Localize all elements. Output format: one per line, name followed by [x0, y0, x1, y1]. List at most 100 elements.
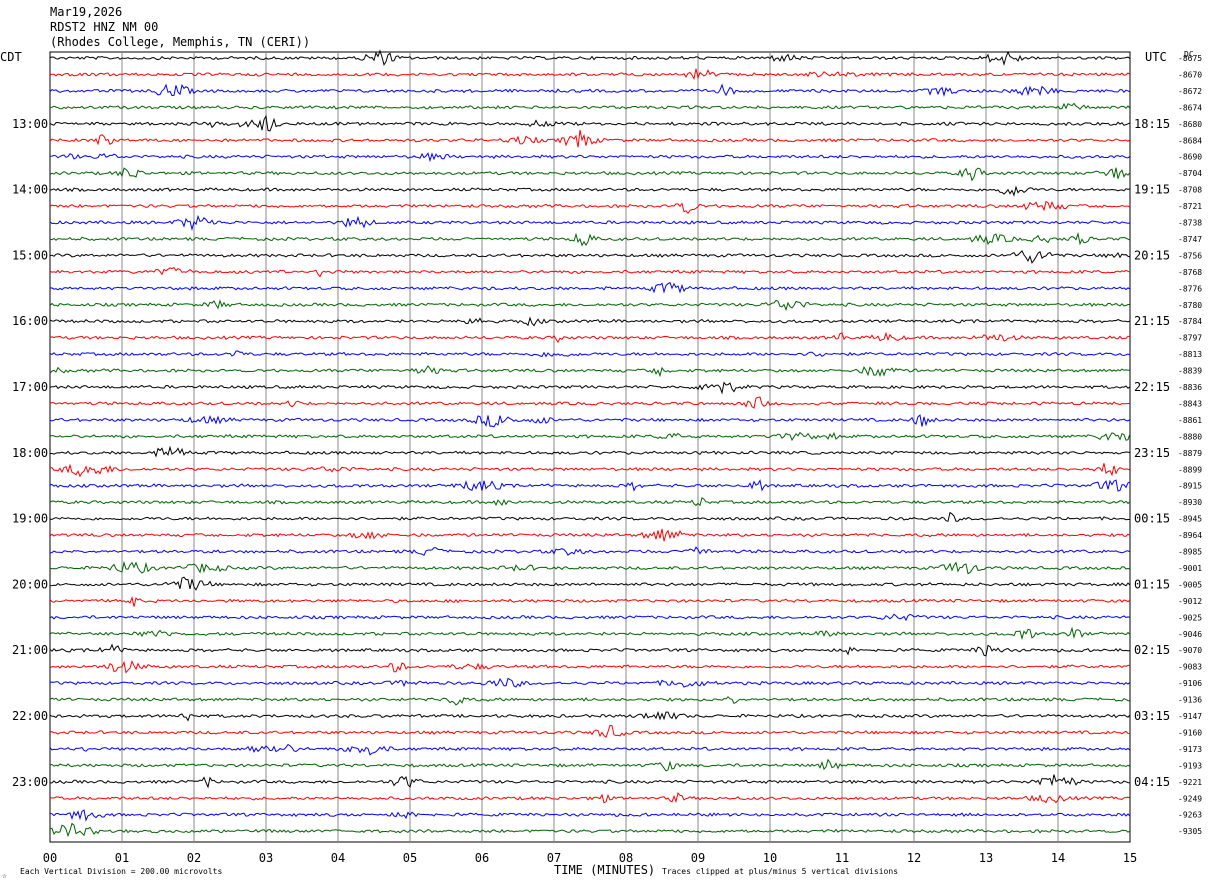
dc-offset-label: -8843 [1178, 399, 1202, 408]
local-hour-label: 21:00 [12, 643, 48, 657]
trace-line [49, 696, 1131, 706]
scale-note: Each Vertical Division = 200.00 microvol… [20, 867, 222, 876]
utc-hour-label: 20:15 [1134, 248, 1170, 262]
trace-line [50, 445, 1131, 458]
local-hour-label: 17:00 [12, 380, 48, 394]
dc-offset-label: -9193 [1178, 761, 1202, 770]
trace-line [49, 185, 1131, 197]
dc-offset-label: -8945 [1178, 515, 1202, 524]
trace-line [49, 791, 1131, 804]
dc-offset-label: -9305 [1178, 827, 1202, 836]
trace-line [49, 479, 1131, 492]
trace-line [49, 316, 1131, 327]
dc-offset-label: -8704 [1178, 169, 1202, 178]
dc-offset-label: -9070 [1178, 646, 1202, 655]
trace-line [49, 511, 1130, 522]
trace-line [49, 496, 1131, 507]
utc-hour-label: 23:15 [1134, 446, 1170, 460]
dc-offset-label: -9001 [1178, 564, 1202, 573]
x-tick-label: 07 [547, 851, 561, 865]
trace-line [49, 822, 1131, 838]
trace-line [49, 281, 1131, 294]
x-tick-label: 10 [763, 851, 777, 865]
trace-line [49, 114, 1131, 132]
utc-hour-label: 19:15 [1134, 183, 1170, 197]
utc-hour-label: 03:15 [1134, 709, 1170, 723]
x-tick-label: 09 [691, 851, 705, 865]
x-tick-label: 11 [835, 851, 849, 865]
x-tick-label: 05 [403, 851, 417, 865]
local-hour-label: 20:00 [12, 577, 48, 591]
dc-offset-label: -9083 [1178, 663, 1202, 672]
trace-line [49, 49, 1131, 67]
trace-line [49, 250, 1131, 264]
dc-offset-label: -8768 [1178, 268, 1202, 277]
x-tick-label: 12 [907, 851, 921, 865]
dc-offset-label: -9106 [1178, 679, 1202, 688]
trace-line [49, 724, 1131, 739]
local-hour-label: 16:00 [12, 314, 48, 328]
header-date: Mar19,2026 [50, 5, 122, 19]
dc-offset-label: -9173 [1178, 745, 1202, 754]
trace-line [49, 528, 1131, 542]
dc-offset-label: -8861 [1178, 416, 1202, 425]
dc-offset-label: -9025 [1178, 613, 1202, 622]
dc-offset-label: -8985 [1178, 548, 1202, 557]
local-hour-label: 19:00 [12, 512, 48, 526]
trace-line [49, 546, 1131, 557]
trace-line [49, 809, 1131, 822]
dc-offset-label: -8880 [1178, 432, 1202, 441]
time-gridlines [121, 52, 1059, 842]
dc-offset-label: -8672 [1178, 87, 1202, 96]
dc-offset-label: -8721 [1178, 202, 1202, 211]
x-tick-label: 04 [331, 851, 345, 865]
utc-hour-label: 22:15 [1134, 380, 1170, 394]
dc-offset-label: -8813 [1178, 350, 1202, 359]
trace-line [49, 677, 1131, 688]
trace-line [50, 774, 1131, 789]
x-tick-label: 13 [979, 851, 993, 865]
dc-offset-label: -9005 [1178, 580, 1202, 589]
dc-offset-label: -8690 [1178, 153, 1202, 162]
trace-line [49, 595, 1131, 607]
trace-line [49, 626, 1131, 641]
x-axis-title: TIME (MINUTES) [554, 863, 655, 877]
dc-offset-label: -8780 [1178, 301, 1202, 310]
trace-line [49, 350, 1131, 358]
trace-line [49, 643, 1131, 657]
trace-line [49, 167, 1131, 182]
dc-label: DC [1184, 50, 1194, 59]
trace-line [49, 576, 1131, 591]
dc-offset-label: -8899 [1178, 465, 1202, 474]
trace-line [49, 152, 1131, 163]
trace-line [49, 266, 1131, 278]
trace-line [49, 414, 1131, 428]
dc-offset-label: -9147 [1178, 712, 1202, 721]
x-tick-label: 02 [187, 851, 201, 865]
dc-offset-label: -8915 [1178, 482, 1202, 491]
trace-line [49, 396, 1130, 409]
dc-offset-label: -8784 [1178, 317, 1202, 326]
dc-offset-label: -9046 [1178, 630, 1202, 639]
local-hour-labels: 13:00 14:00 15:00 16:00 17:00 18:00 19:00 20:00… [12, 117, 48, 789]
trace-line [49, 743, 1131, 756]
dc-offset-label: -9263 [1178, 811, 1202, 820]
dc-offset-label: -8839 [1178, 367, 1202, 376]
trace-line [49, 365, 1131, 378]
x-tick-label: 15 [1123, 851, 1137, 865]
trace-line [49, 381, 1131, 395]
local-hour-label: 13:00 [12, 117, 48, 131]
clip-note: Traces clipped at plus/minus 5 vertical … [662, 867, 898, 876]
dc-offset-label: -8675 [1178, 54, 1202, 63]
local-hour-label: 14:00 [12, 183, 48, 197]
trace-line [49, 758, 1131, 772]
header-location: (Rhodes College, Memphis, TN (CERI)) [50, 35, 310, 49]
dc-offset-label: -8930 [1178, 498, 1202, 507]
trace-line [49, 299, 1130, 312]
local-hour-label: 18:00 [12, 446, 48, 460]
dc-offset-label: -8756 [1178, 251, 1202, 260]
dc-offset-label: -9249 [1178, 794, 1202, 803]
x-tick-label: 01 [115, 851, 129, 865]
right-timezone-label: UTC [1145, 50, 1167, 64]
utc-hour-label: 04:15 [1134, 775, 1170, 789]
